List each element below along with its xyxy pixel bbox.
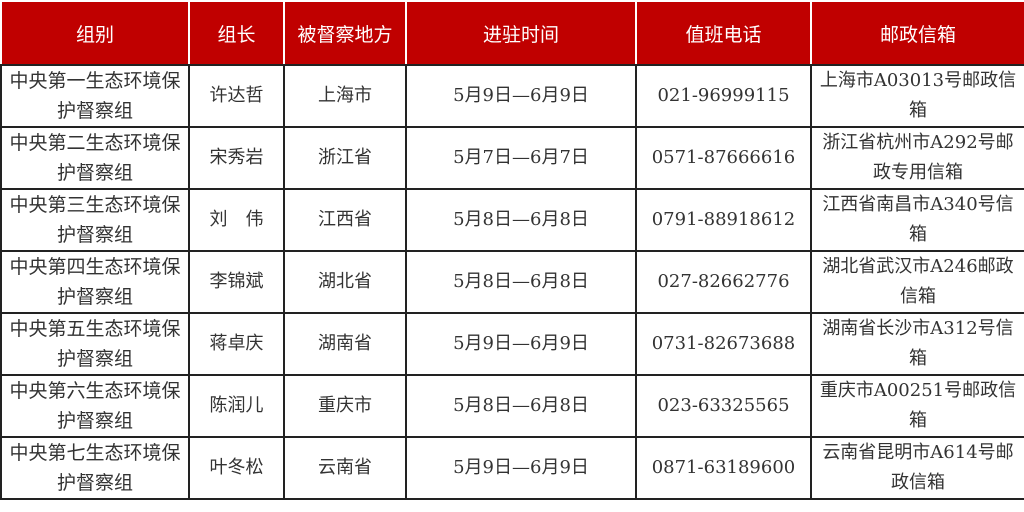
- group-cell: 中央第四生态环境保护督察组: [0, 250, 190, 314]
- table-row: 中央第二生态环境保护督察组 宋秀岩 浙江省 5月7日—6月7日 0571-8766661…: [0, 126, 1024, 190]
- table-header-row: 组别 组长 被督察地方 进驻时间 值班电话 邮政信箱: [0, 0, 1024, 66]
- period-cell: 5月8日—6月8日: [405, 374, 637, 438]
- mailbox-cell: 湖南省长沙市A312号信箱: [810, 312, 1024, 376]
- header-period: 进驻时间: [405, 0, 637, 66]
- period-cell: 5月9日—6月9日: [405, 436, 637, 500]
- region-cell: 湖北省: [283, 250, 407, 314]
- group-cell: 中央第七生态环境保护督察组: [0, 436, 190, 500]
- period-cell: 5月9日—6月9日: [405, 312, 637, 376]
- leader-cell: 许达哲: [188, 64, 285, 128]
- header-region: 被督察地方: [283, 0, 407, 66]
- phone-cell: 021-96999115: [635, 64, 812, 128]
- leader-cell: 陈润儿: [188, 374, 285, 438]
- phone-cell: 0731-82673688: [635, 312, 812, 376]
- phone-cell: 027-82662776: [635, 250, 812, 314]
- phone-cell: 0871-63189600: [635, 436, 812, 500]
- group-cell: 中央第三生态环境保护督察组: [0, 188, 190, 252]
- leader-cell: 李锦斌: [188, 250, 285, 314]
- inspection-team-table: 组别 组长 被督察地方 进驻时间 值班电话 邮政信箱 中央第一生态环境保护督察组…: [0, 0, 1024, 500]
- table-row: 中央第四生态环境保护督察组 李锦斌 湖北省 5月8日—6月8日 027-82662776…: [0, 250, 1024, 314]
- leader-cell: 宋秀岩: [188, 126, 285, 190]
- group-cell: 中央第六生态环境保护督察组: [0, 374, 190, 438]
- leader-cell: 刘 伟: [188, 188, 285, 252]
- group-cell: 中央第五生态环境保护督察组: [0, 312, 190, 376]
- header-leader: 组长: [188, 0, 285, 66]
- table-row: 中央第六生态环境保护督察组 陈润儿 重庆市 5月8日—6月8日 023-63325565…: [0, 374, 1024, 438]
- header-group: 组别: [0, 0, 190, 66]
- mailbox-cell: 江西省南昌市A340号信箱: [810, 188, 1024, 252]
- mailbox-cell: 云南省昆明市A614号邮政信箱: [810, 436, 1024, 500]
- mailbox-cell: 湖北省武汉市A246邮政信箱: [810, 250, 1024, 314]
- header-phone: 值班电话: [635, 0, 812, 66]
- period-cell: 5月8日—6月8日: [405, 188, 637, 252]
- leader-cell: 叶冬松: [188, 436, 285, 500]
- region-cell: 江西省: [283, 188, 407, 252]
- phone-cell: 023-63325565: [635, 374, 812, 438]
- phone-cell: 0791-88918612: [635, 188, 812, 252]
- mailbox-cell: 上海市A03013号邮政信箱: [810, 64, 1024, 128]
- mailbox-cell: 重庆市A00251号邮政信箱: [810, 374, 1024, 438]
- phone-cell: 0571-87666616: [635, 126, 812, 190]
- table-row: 中央第三生态环境保护督察组刘 伟江西省 5月8日—6月8日 0791-8891861…: [0, 188, 1024, 252]
- mailbox-cell: 浙江省杭州市A292号邮政专用信箱: [810, 126, 1024, 190]
- group-cell: 中央第一生态环境保护督察组: [0, 64, 190, 128]
- leader-cell: 蒋卓庆: [188, 312, 285, 376]
- table-row: 中央第一生态环境保护督察组 许达哲 上海市 5月9日—6月9日 021-96999115…: [0, 64, 1024, 128]
- region-cell: 浙江省: [283, 126, 407, 190]
- period-cell: 5月9日—6月9日: [405, 64, 637, 128]
- region-cell: 湖南省: [283, 312, 407, 376]
- table-row: 中央第七生态环境保护督察组 叶冬松 云南省 5月9日—6月9日 0871-6318960…: [0, 436, 1024, 500]
- region-cell: 上海市: [283, 64, 407, 128]
- group-cell: 中央第二生态环境保护督察组: [0, 126, 190, 190]
- table-body: 中央第一生态环境保护督察组 许达哲 上海市 5月9日—6月9日 021-96999115…: [0, 64, 1024, 500]
- region-cell: 重庆市: [283, 374, 407, 438]
- period-cell: 5月7日—6月7日: [405, 126, 637, 190]
- period-cell: 5月8日—6月8日: [405, 250, 637, 314]
- table-row: 中央第五生态环境保护督察组 蒋卓庆 湖南省 5月9日—6月9日 0731-8267368…: [0, 312, 1024, 376]
- region-cell: 云南省: [283, 436, 407, 500]
- header-mailbox: 邮政信箱: [810, 0, 1024, 66]
